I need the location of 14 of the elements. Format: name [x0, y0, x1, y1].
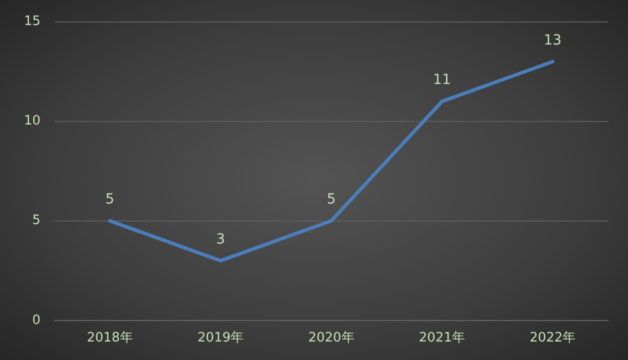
x-tick-label: 2022年: [530, 330, 576, 346]
y-tick-label: 10: [24, 114, 41, 129]
y-tick-label: 5: [32, 213, 41, 228]
data-label: 5: [105, 192, 114, 208]
data-label: 13: [544, 32, 562, 48]
x-tick-label: 2021年: [418, 330, 466, 346]
x-tick-label: 2020年: [308, 330, 354, 346]
data-label: 11: [433, 72, 451, 88]
y-tick-label: 15: [24, 14, 41, 30]
data-label: 3: [216, 231, 226, 248]
y-tick-label: 0: [32, 312, 41, 328]
data-label: 5: [326, 192, 336, 208]
x-tick-label: 2019年: [198, 330, 244, 346]
x-tick-label: 2018年: [86, 330, 133, 346]
